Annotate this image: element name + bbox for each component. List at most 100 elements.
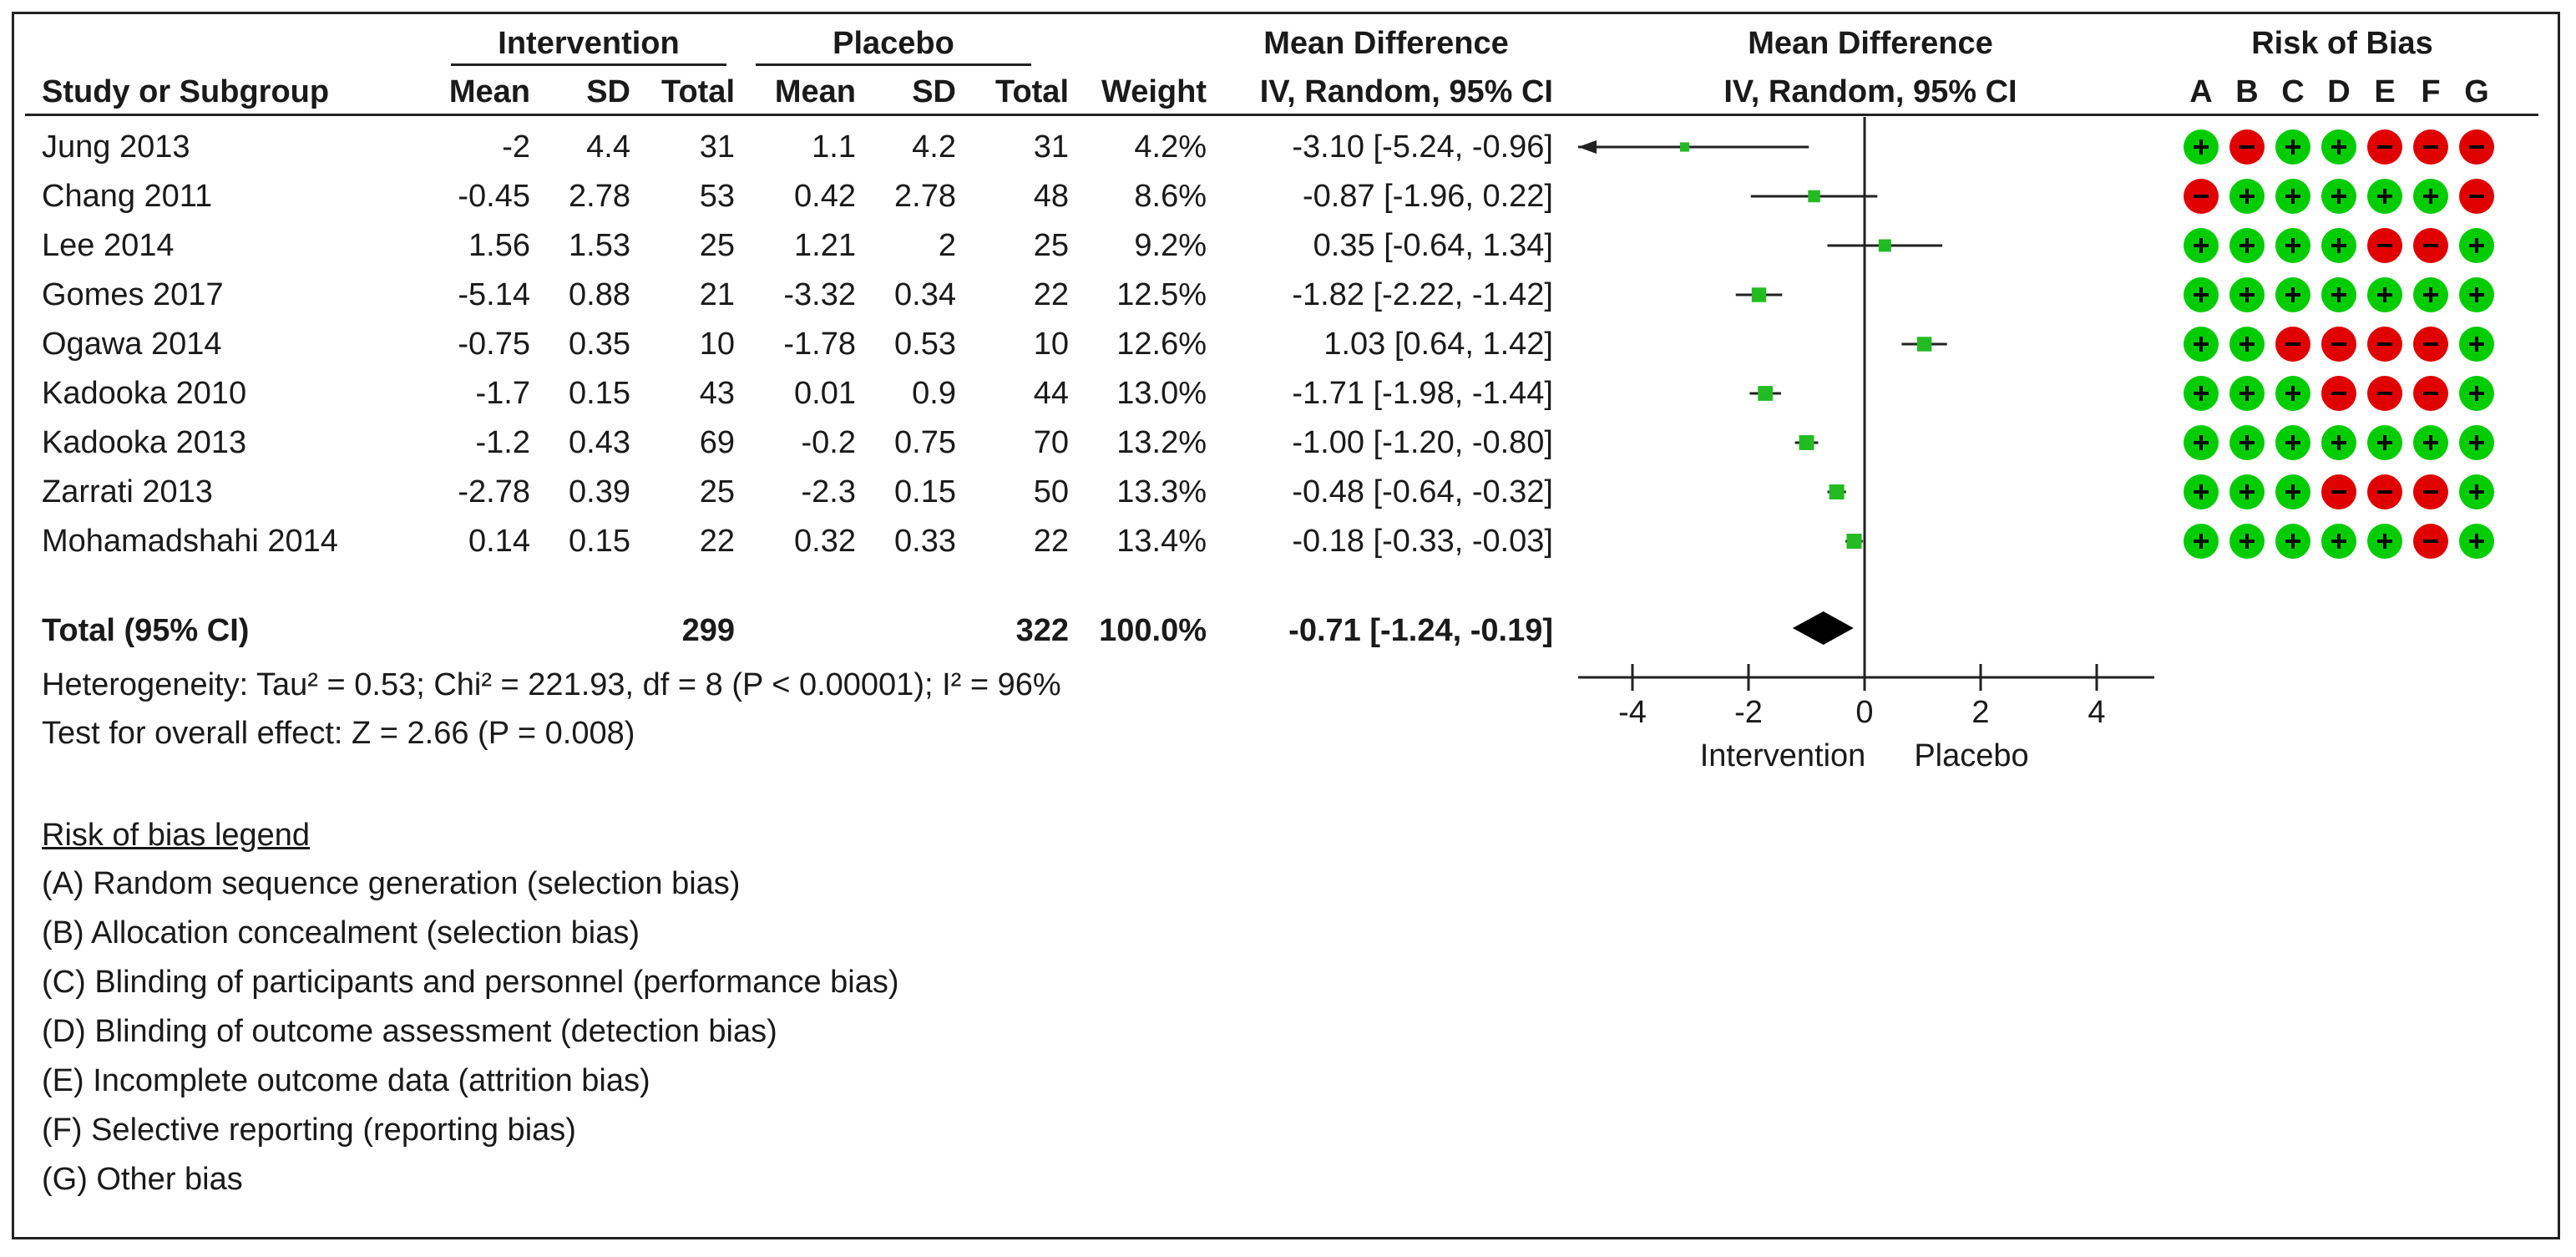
point-marker [1829,484,1845,499]
x-tick-label: 4 [2088,695,2105,730]
rob-legend-item: (B) Allocation concealment (selection bi… [42,915,640,951]
study-weight: 13.4% [1116,524,1207,559]
p-mean-header: Mean [774,74,856,109]
pooled-diamond [1792,611,1854,645]
study-weight: 4.2% [1134,129,1207,165]
study-ci: -1.82 [-2.22, -1.42] [1292,277,1553,312]
intervention-total: 25 [699,228,735,263]
i-sd-header: SD [586,74,630,109]
study-name: Gomes 2017 [42,277,224,312]
study-name: Kadooka 2010 [42,376,247,411]
point-marker [1799,435,1814,450]
total-ci: -0.71 [-1.24, -0.19] [1288,613,1553,648]
placebo-group-header: Placebo [833,26,954,61]
study-name: Ogawa 2014 [42,327,222,362]
total-i-total: 299 [681,613,735,648]
rob-legend-key: (A) [42,866,84,901]
point-marker [1679,142,1690,152]
md-method-header: IV, Random, 95% CI [1259,74,1553,109]
intervention-mean: -5.14 [458,277,530,312]
rob-legend-text: Other bias [87,1162,243,1197]
intervention-mean: -0.75 [458,327,530,362]
rob-legend-key: (F) [42,1113,83,1148]
weight-header: Weight [1101,74,1207,109]
rob-legend-item: (E) Incomplete outcome data (attrition b… [42,1062,650,1099]
intervention-sd: 0.39 [569,474,630,509]
study-column-header: Study or Subgroup [42,74,330,109]
rob-legend-text: Allocation concealment (selection bias) [84,915,640,950]
placebo-sd: 0.53 [894,327,956,362]
placebo-mean: 0.01 [794,376,856,411]
placebo-mean: -0.2 [801,425,856,460]
study-ci: -0.48 [-0.64, -0.32] [1292,474,1553,509]
rob-legend-text: Blinding of participants and personnel (… [85,965,899,1000]
intervention-sd: 0.35 [569,327,630,362]
intervention-mean: 1.56 [468,228,530,263]
x-tick-label: 0 [1855,695,1873,730]
intervention-group-rule [451,63,726,66]
study-weight: 13.0% [1116,376,1207,411]
rob-legend-key: (C) [42,965,86,1000]
intervention-sd: 0.88 [569,277,630,312]
x-tick-label: -2 [1734,695,1763,730]
x-tick-label: -4 [1618,695,1647,730]
intervention-total: 22 [699,524,735,559]
study-name: Mohamadshahi 2014 [42,524,338,559]
rob-legend-key: (D) [42,1014,86,1049]
intervention-group-header: Intervention [498,26,680,61]
intervention-total: 69 [699,425,735,460]
intervention-total: 21 [699,277,735,312]
intervention-mean: -2 [502,129,530,165]
rob-legend-item: (A) Random sequence generation (selectio… [42,865,740,902]
placebo-mean: 1.21 [794,228,856,263]
rob-letter-f: F [2421,74,2441,109]
point-marker [1751,287,1767,302]
intervention-total: 25 [699,474,735,509]
study-name: Zarrati 2013 [42,474,213,509]
header-bottom-rule [25,114,2538,116]
placebo-sd: 0.75 [894,425,956,460]
study-name: Kadooka 2013 [42,425,247,460]
total-weight: 100.0% [1099,613,1207,648]
i-mean-header: Mean [448,74,530,109]
placebo-total: 44 [1033,376,1069,411]
placebo-sd: 0.15 [894,474,956,509]
study-weight: 12.5% [1116,277,1207,312]
rob-legend-text: Blinding of outcome assessment (detectio… [85,1014,777,1049]
point-marker [1758,386,1774,401]
rob-letter-a: A [2189,74,2213,109]
placebo-mean: 0.42 [794,179,856,214]
rob-legend-text: Incomplete outcome data (attrition bias) [84,1063,650,1098]
rob-letter-c: C [2281,74,2305,109]
placebo-total: 22 [1033,524,1069,559]
rob-legend-item: (D) Blinding of outcome assessment (dete… [42,1013,777,1050]
study-ci: -3.10 [-5.24, -0.96] [1292,129,1553,165]
intervention-total: 31 [699,129,735,165]
rob-legend-item: (G) Other bias [42,1161,243,1198]
placebo-group-rule [756,63,1031,66]
study-weight: 13.2% [1116,425,1207,460]
intervention-sd: 2.78 [569,179,630,214]
study-ci: -1.00 [-1.20, -0.80] [1292,425,1553,460]
study-ci: 0.35 [-0.64, 1.34] [1313,228,1553,263]
placebo-sd: 0.33 [894,524,956,559]
study-weight: 9.2% [1134,228,1207,263]
rob-letter-d: D [2327,74,2351,109]
study-ci: -0.18 [-0.33, -0.03] [1292,524,1553,559]
study-weight: 13.3% [1116,474,1207,509]
study-ci: 1.03 [0.64, 1.42] [1323,327,1553,362]
study-name: Chang 2011 [42,179,213,214]
point-marker [1808,190,1820,203]
rob-legend-item: (F) Selective reporting (reporting bias) [42,1112,576,1148]
x-axis-left-label: Intervention [1700,738,1866,773]
overall-effect-text: Test for overall effect: Z = 2.66 (P = 0… [42,716,635,751]
intervention-sd: 0.15 [569,524,630,559]
intervention-mean: -1.7 [475,376,530,411]
intervention-sd: 4.4 [586,129,630,165]
intervention-sd: 1.53 [569,228,630,263]
total-label: Total (95% CI) [42,613,250,648]
placebo-mean: -1.78 [783,327,856,362]
p-total-header: Total [995,74,1069,109]
